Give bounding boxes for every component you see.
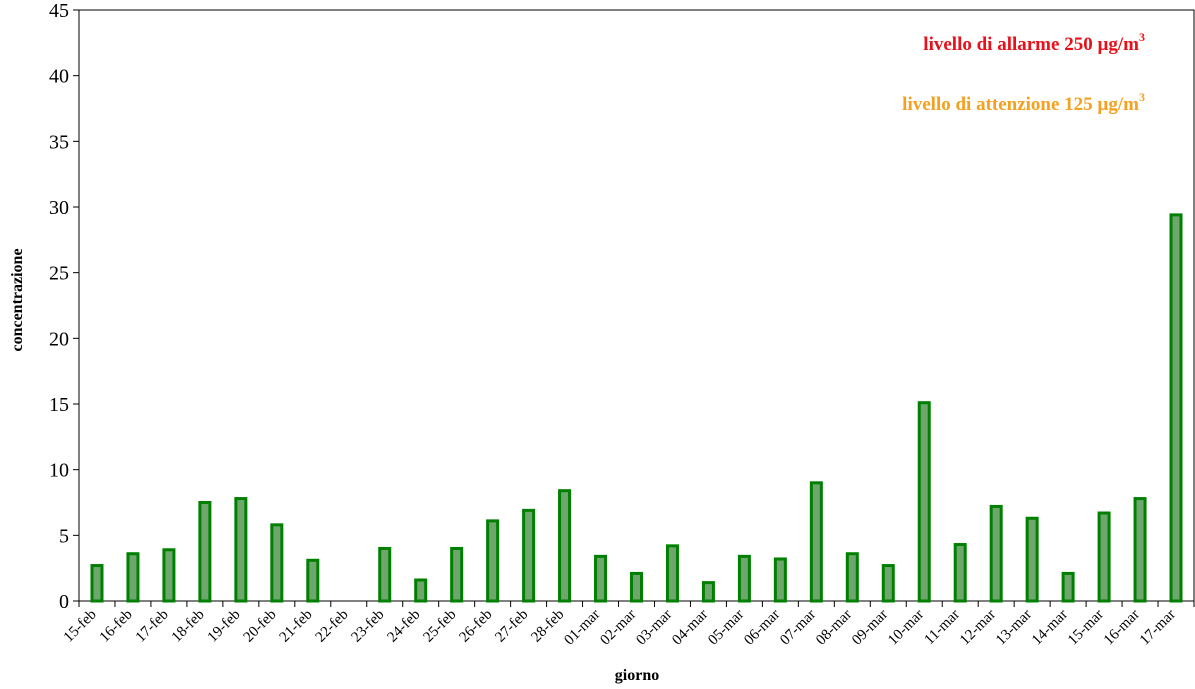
y-tick-label: 10	[49, 460, 69, 482]
bar	[737, 554, 751, 603]
x-tick-label: 06-mar	[741, 607, 783, 649]
y-tick-label: 15	[49, 394, 69, 416]
bar	[234, 497, 248, 603]
x-tick-label: 10-mar	[885, 607, 927, 649]
x-tick-label: 05-mar	[705, 607, 747, 649]
bar	[162, 548, 176, 603]
bar	[126, 552, 140, 603]
bar	[486, 519, 500, 603]
bar	[1169, 213, 1183, 603]
bar	[1133, 497, 1147, 603]
y-tick-label: 20	[49, 328, 69, 350]
bar	[665, 544, 679, 603]
y-tick-label: 40	[49, 66, 69, 88]
annotation-text: livello di attenzione 125 µg/m	[902, 94, 1139, 115]
y-tick-label: 0	[59, 591, 69, 613]
x-tick-label: 13-mar	[993, 607, 1035, 649]
x-tick-label: 12-mar	[957, 607, 999, 649]
bar	[558, 489, 572, 603]
y-tick-label: 25	[49, 263, 69, 285]
x-tick-label: 09-mar	[849, 607, 891, 649]
x-tick-label: 15-mar	[1065, 607, 1107, 649]
bar	[1025, 516, 1039, 603]
bar	[630, 571, 643, 603]
bar	[90, 564, 104, 603]
annotation: livello di attenzione 125 µg/m3	[902, 90, 1145, 115]
bar	[773, 557, 787, 603]
x-tick-label: 23-feb	[349, 607, 388, 646]
bar	[198, 501, 212, 603]
x-tick-label: 16-mar	[1101, 607, 1143, 649]
bar	[270, 523, 284, 603]
annotation-sup: 3	[1139, 30, 1145, 44]
annotation: livello di allarme 250 µg/m3	[923, 30, 1145, 55]
y-axis-label: concentrazione	[9, 248, 26, 351]
x-tick-label: 14-mar	[1029, 607, 1071, 649]
bar	[306, 558, 320, 603]
bar	[989, 504, 1003, 603]
y-tick-label: 5	[59, 525, 69, 547]
bar	[845, 552, 859, 603]
x-tick-label: 20-feb	[241, 607, 280, 646]
x-tick-label: 17-mar	[1137, 607, 1179, 649]
x-tick-label: 24-feb	[385, 607, 424, 646]
bar	[1061, 571, 1075, 603]
bar	[522, 508, 536, 603]
y-tick-label: 30	[49, 197, 69, 219]
x-tick-label: 02-mar	[597, 607, 639, 649]
annotation-sup: 3	[1139, 90, 1145, 104]
x-tick-label: 28-feb	[528, 607, 567, 646]
bar	[809, 481, 823, 603]
bar	[917, 401, 931, 603]
x-tick-label: 27-feb	[492, 607, 531, 646]
x-tick-label: 22-feb	[313, 607, 352, 646]
bar	[953, 543, 967, 603]
x-tick-label: 17-feb	[133, 607, 172, 646]
bar	[701, 581, 715, 603]
x-tick-label: 11-mar	[921, 607, 963, 649]
x-tick-label: 07-mar	[777, 607, 819, 649]
bar	[450, 546, 464, 603]
y-tick-label: 35	[49, 131, 69, 153]
x-tick-label: 08-mar	[813, 607, 855, 649]
x-tick-label: 04-mar	[669, 607, 711, 649]
bar	[594, 554, 608, 603]
y-tick-label: 45	[49, 0, 69, 22]
x-tick-label: 26-feb	[456, 607, 495, 646]
bar	[414, 578, 428, 603]
x-tick-label: 01-mar	[561, 607, 603, 649]
x-axis-label: giorno	[615, 667, 659, 684]
x-tick-label: 18-feb	[169, 607, 208, 646]
x-tick-label: 03-mar	[633, 607, 675, 649]
bar	[378, 546, 392, 603]
annotation-text: livello di allarme 250 µg/m	[923, 34, 1139, 55]
x-tick-label: 19-feb	[205, 607, 244, 646]
bar	[1097, 511, 1111, 603]
x-tick-label: 16-feb	[97, 607, 136, 646]
bar	[881, 564, 895, 603]
x-tick-label: 21-feb	[277, 607, 316, 646]
x-tick-label: 25-feb	[420, 607, 459, 646]
